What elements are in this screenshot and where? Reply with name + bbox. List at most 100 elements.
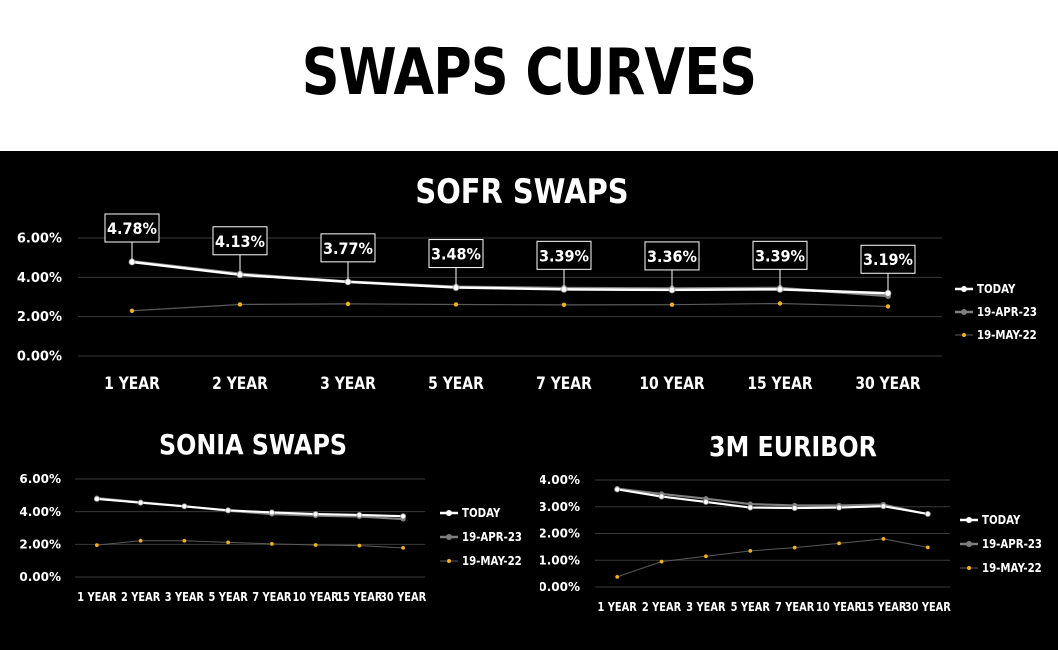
data-label: 4.13% [215,232,265,251]
legend-label: 19-MAY-22 [977,328,1037,342]
y-tick-label: 6.00% [19,472,61,486]
x-tick-label: 15 YEAR [336,590,383,604]
callout-box [752,240,808,270]
legend-label: TODAY [982,513,1021,527]
data-point-today [747,504,754,511]
y-tick-label: 2.00% [17,310,62,325]
callout-box [428,239,484,269]
data-point-today [836,504,843,511]
x-tick-label: 5 YEAR [731,600,771,614]
page-title: SWAPS CURVES [301,36,757,110]
data-point-may [453,302,459,307]
data-point-may [792,545,797,550]
legend-label: 19-MAY-22 [462,554,522,568]
data-point-may [182,538,187,543]
data-point-may [357,543,362,548]
x-tick-label: 1 YEAR [104,374,160,394]
data-point-may [226,540,230,545]
data-point-may [659,559,664,564]
series-line-may [96,540,404,549]
data-point-may [704,554,708,559]
data-point-may [748,549,753,553]
callout-box [860,244,916,274]
legend-swatch-marker [962,333,966,337]
callout-box [212,226,268,256]
chart-title: 3M EURIBOR [709,431,877,463]
sofr-swaps-chart: SOFR SWAPS 0.00% 2.00% 4.00% 6.00% 1 YEAR 2 YE… [17,173,1037,394]
data-point-today [614,486,621,493]
euribor-chart: 3M EURIBOR 0.00% 1.00% 2.00% 3.00% 4.00% 1 YEA… [540,431,1042,614]
legend-label: TODAY [977,282,1016,296]
x-tick-label: 2 YEAR [121,590,161,604]
data-point-today [880,503,887,510]
y-tick-label: 4.00% [17,271,62,286]
legend-swatch-marker [447,559,451,563]
series-line-today [131,260,889,295]
sonia-swaps-chart: SONIA SWAPS 0.00% 2.00% 4.00% 6.00% 1 YEAR 2 Y… [19,429,522,604]
y-tick-label: 0.00% [17,350,62,365]
x-tick-label: 2 YEAR [642,600,682,614]
x-tick-label: 3 YEAR [686,600,726,614]
legend-swatch-marker [961,309,967,315]
x-tick-label: 1 YEAR [77,590,117,604]
x-tick-label: 5 YEAR [428,374,484,394]
charts-panel: SOFR SWAPS 0.00% 2.00% 4.00% 6.00% 1 YEAR 2 YE… [0,151,1058,650]
data-point-may [561,302,567,308]
data-label: 3.19% [863,251,913,270]
x-tick-label: 3 YEAR [320,374,376,394]
data-label: 3.48% [431,245,481,264]
data-label: 3.39% [539,247,589,266]
callout-box [320,233,376,263]
data-point-may [837,541,841,546]
data-point-may [777,301,783,306]
x-tick-label: 15 YEAR [860,600,907,614]
data-point-may [129,308,135,313]
data-label: 3.39% [755,247,805,266]
chart-title: SOFR SWAPS [415,173,628,212]
x-tick-label: 30 YEAR [380,590,427,604]
data-point-may [925,545,930,550]
x-tick-label: 30 YEAR [855,374,920,394]
x-tick-label: 3 YEAR [165,590,205,604]
legend-swatch-marker [967,566,971,570]
legend-swatch-marker [961,286,967,292]
legend-label: 19-APR-23 [462,530,522,544]
x-tick-label: 10 YEAR [816,600,863,614]
data-point-may [345,301,351,307]
data-point-today [702,498,709,505]
legend-label: 19-APR-23 [982,537,1042,551]
data-point-today [225,507,232,514]
legend-swatch-marker [446,510,452,516]
data-point-may [138,538,143,543]
data-point-may [669,302,675,307]
data-point-today [400,513,407,520]
x-tick-label: 1 YEAR [598,600,638,614]
x-tick-label: 10 YEAR [639,374,704,394]
legend-label: 19-MAY-22 [982,561,1042,575]
legend-label: 19-APR-23 [977,305,1037,319]
series-line-today [96,497,404,518]
data-point-today [312,511,319,518]
y-tick-label: 3.00% [540,500,580,514]
data-point-may [95,543,99,548]
data-point-may [881,536,886,541]
data-point-today [356,511,363,518]
x-tick-label: 30 YEAR [905,600,952,614]
data-label: 3.77% [323,239,373,258]
data-point-today [137,499,144,506]
y-tick-label: 0.00% [19,570,61,584]
callout-box [644,241,700,271]
y-tick-label: 0.00% [540,580,580,594]
data-label: 4.78% [107,219,157,238]
series-line-apr [617,487,929,516]
y-tick-label: 4.00% [540,473,580,487]
data-point-may [885,304,891,309]
data-point-today [791,505,798,512]
chart-title: SONIA SWAPS [159,429,347,461]
x-tick-label: 7 YEAR [252,590,292,604]
data-point-may [270,541,274,546]
y-tick-label: 4.00% [19,505,61,519]
callout-box [536,240,592,270]
data-point-today [93,495,100,502]
data-point-may [615,574,620,579]
